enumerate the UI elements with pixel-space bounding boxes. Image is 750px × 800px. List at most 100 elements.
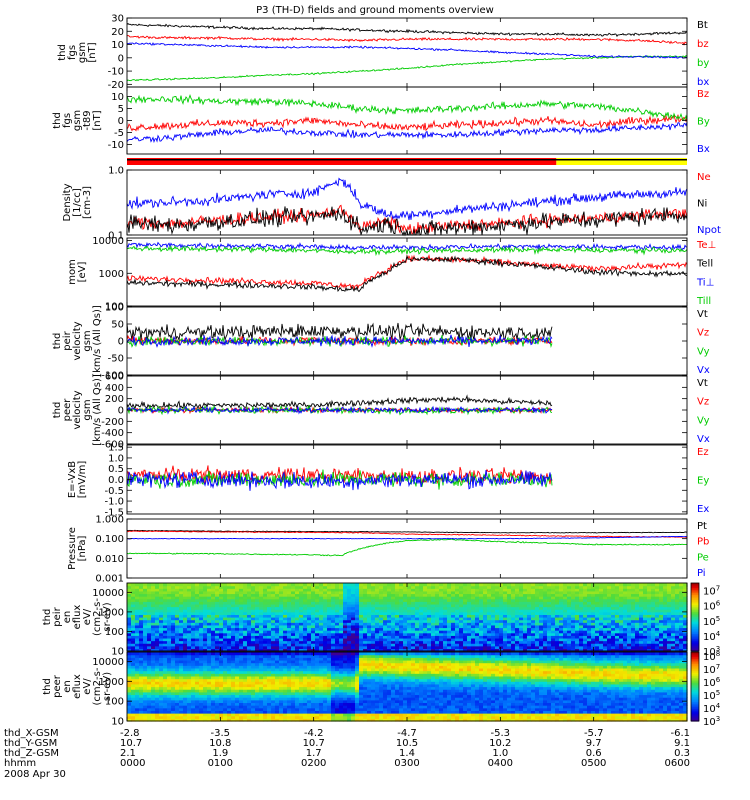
- y-axis-label: thdpeirvelocitygsm[km/s (All Qs)]: [52, 305, 103, 377]
- legend-label-Pt: Pt: [697, 521, 707, 532]
- colorbar-tick-label: 103: [703, 645, 720, 658]
- series-line-bx: [127, 42, 688, 59]
- colorbar-tick-label: 108: [703, 650, 720, 663]
- y-tick-label: 10000: [92, 657, 124, 668]
- ephemeris-value: 0.3: [674, 748, 690, 759]
- ephemeris-value: 0500: [581, 758, 606, 769]
- y-tick-label: 100: [105, 627, 124, 638]
- y-tick-label: 0: [118, 406, 124, 417]
- series-line-bz: [126, 35, 688, 46]
- series-line-Vx: [126, 334, 553, 348]
- series-line-by: [126, 54, 688, 82]
- y-tick-label: 600: [105, 372, 124, 383]
- legend-label-Ti⊥: Ti⊥: [696, 277, 714, 288]
- ephemeris-value: -6.1: [670, 728, 690, 739]
- panel-7-plot-area: [126, 465, 553, 491]
- ephemeris-value: -5.3: [491, 728, 511, 739]
- ephemeris-value: -4.2: [304, 728, 324, 739]
- y-axis-label: thdpeerenefluxeV/(cm2-s-sr-eV): [42, 667, 113, 705]
- ephemeris-value: 10.2: [489, 738, 511, 749]
- y-tick-label: 10: [111, 92, 124, 103]
- colorbar-tick-label: 103: [703, 715, 720, 728]
- colorbar-tick-label: 106: [703, 676, 721, 689]
- series-line-Ni: [126, 206, 688, 237]
- y-tick-label: 100: [105, 302, 124, 313]
- y-axis-label: thdpeervelocitygsm[km/s (All Qs)]: [52, 374, 103, 446]
- y-tick-label: 100: [105, 697, 124, 708]
- legend-label-Ex: Ex: [697, 504, 709, 515]
- panel-7: 1.51.00.50.0-0.5-1.0-1.5 E=-VxB[mV/m] Ez Ey…: [67, 443, 709, 519]
- ephemeris-value: -5.7: [584, 728, 604, 739]
- series-line-Pb: [126, 530, 688, 538]
- ephemeris-value: 1.7: [306, 748, 322, 759]
- y-tick-label: 1000: [99, 677, 124, 688]
- legend-label-Te⊥: Te⊥: [696, 240, 716, 251]
- y-tick-label: 400: [105, 383, 124, 394]
- panel-6-plot-area: [126, 394, 553, 416]
- plot-panels: 3020100-10-20thdfgsgsm[nT]Btbzbybx1050-5…: [42, 14, 721, 729]
- legend-label-Vx: Vx: [697, 434, 710, 445]
- ephemeris-value: 0400: [488, 758, 513, 769]
- colorbar-tick-label: 105: [703, 689, 720, 702]
- ephemeris-table: thd_X-GSM -2.8 -3.5 -4.2 -4.7 -5.3 -5.7 -6.1 thd…: [4, 728, 690, 780]
- y-tick-label: 1.5: [108, 443, 124, 454]
- legend-label-Bx: Bx: [697, 144, 710, 155]
- y-tick-label: 20: [111, 27, 124, 38]
- ephemeris-value: 0200: [301, 758, 326, 769]
- y-tick-label: 0: [118, 337, 124, 348]
- y-axis-label: Density[1/cc][cm-3]: [62, 183, 93, 221]
- ephemeris-value: 0300: [394, 758, 419, 769]
- series-line-Ti⊥: [126, 241, 687, 252]
- series-line-Vx: [126, 405, 553, 415]
- series-line-Pi: [126, 535, 688, 540]
- legend-label-Vt: Vt: [697, 378, 708, 389]
- legend-label-Till: Till: [696, 296, 711, 307]
- y-tick-label: -200: [101, 417, 124, 428]
- y-tick-label: -400: [101, 428, 124, 439]
- y-tick-label: -10: [108, 67, 124, 78]
- legend-label-Vy: Vy: [697, 346, 710, 357]
- mode-bar-line: [127, 159, 687, 161]
- y-tick-label: 0: [118, 116, 124, 127]
- legend-label-Vx: Vx: [697, 365, 710, 376]
- panel-2-frame: [126, 86, 688, 155]
- series-line-Vt: [126, 394, 553, 411]
- y-tick-label: 0.010: [95, 554, 124, 565]
- colorbar-tick-label: 104: [703, 702, 721, 715]
- y-tick-label: 1.0: [108, 166, 124, 177]
- y-axis-label: thdfgsgsm[nT]: [57, 42, 98, 63]
- y-tick-label: -20: [108, 80, 124, 91]
- y-axis-label: thdfgsgsm-t89[nT]: [52, 110, 103, 131]
- y-tick-label: 10: [111, 647, 124, 658]
- date-label: 2008 Apr 30: [4, 769, 66, 780]
- legend-label-Npot: Npot: [697, 225, 721, 236]
- ephemeris-value: 1.9: [212, 748, 228, 759]
- series-line-Vt: [126, 322, 553, 342]
- y-tick-label: 1.000: [95, 515, 124, 526]
- panel-1-plot-area: [126, 23, 688, 82]
- ephemeris-value: 10.5: [396, 738, 418, 749]
- ephemeris-value: -4.7: [397, 728, 417, 739]
- series-line-Pe: [126, 538, 687, 557]
- legend-label-Pi: Pi: [697, 568, 706, 579]
- ephemeris-value: 9.1: [674, 738, 690, 749]
- y-tick-label: 10: [111, 717, 124, 728]
- ephemeris-value: 0100: [208, 758, 233, 769]
- legend-label-by: by: [697, 58, 709, 69]
- panel-9: 107 106 105 104 103 10000 1000 100 10 thdpeirenef…: [42, 582, 721, 658]
- legend-label-Tell: Tell: [696, 259, 713, 270]
- panel-10-plot-area: [127, 652, 688, 722]
- legend-label-bx: bx: [697, 77, 709, 88]
- ephemeris-value: 0600: [665, 758, 690, 769]
- legend-label-Vt: Vt: [697, 309, 708, 320]
- y-tick-label: 10000: [92, 236, 124, 247]
- colorbar-tick-label: 106: [703, 600, 721, 613]
- panel-3: 1.0 0.1 Density[1/cc][cm-3] Ne Ni Npot: [62, 166, 721, 242]
- series-line-Pt: [126, 529, 688, 534]
- series-line-Bt: [126, 23, 688, 38]
- y-tick-label: 1.0: [108, 453, 124, 464]
- ephemeris-value: 9.7: [586, 738, 602, 749]
- panel-1-frame: [126, 17, 688, 88]
